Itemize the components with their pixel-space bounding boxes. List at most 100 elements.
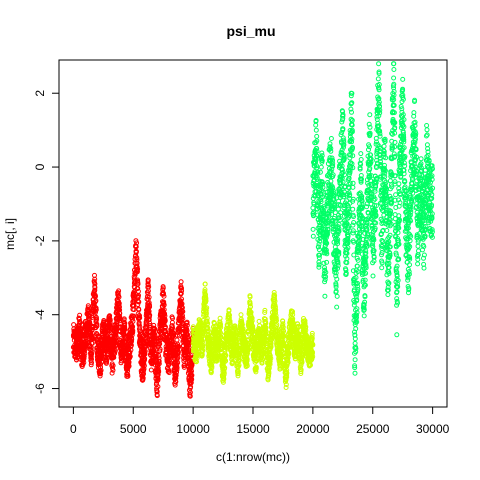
data-point (161, 290, 166, 296)
data-point (202, 287, 208, 293)
data-point (134, 240, 140, 246)
data-point (212, 321, 217, 326)
data-point (245, 347, 251, 353)
data-point (236, 358, 242, 364)
data-point (141, 363, 147, 369)
data-point (186, 347, 192, 353)
data-point (235, 373, 241, 379)
data-point (93, 305, 99, 311)
data-point (393, 192, 399, 198)
data-point (180, 316, 186, 321)
data-point (203, 298, 209, 304)
data-point (138, 338, 144, 344)
data-point (77, 312, 83, 318)
data-point (94, 323, 100, 329)
data-point (174, 367, 180, 373)
data-point (82, 351, 88, 357)
data-point (203, 308, 209, 314)
data-point (267, 358, 273, 364)
data-point (204, 305, 210, 311)
data-point (137, 328, 143, 334)
data-point (77, 320, 83, 325)
data-point (170, 325, 176, 331)
data-point (125, 373, 131, 379)
data-point (173, 379, 179, 385)
data-point (266, 371, 272, 376)
data-point (253, 364, 259, 370)
data-point (267, 361, 273, 367)
data-point (352, 370, 358, 376)
data-point (179, 288, 185, 294)
data-point (351, 252, 357, 258)
data-point (263, 329, 269, 335)
data-point (217, 315, 223, 321)
data-point (350, 180, 356, 186)
data-point (89, 351, 95, 357)
data-point (161, 293, 167, 299)
data-point (256, 318, 262, 324)
data-point (93, 293, 98, 299)
data-point (174, 365, 180, 371)
data-point (227, 321, 233, 327)
data-point (184, 322, 190, 328)
data-point (135, 266, 141, 272)
data-point (235, 371, 241, 376)
data-point (174, 337, 180, 343)
data-point (89, 340, 95, 346)
data-point (352, 357, 358, 363)
data-point (131, 313, 137, 319)
data-point (146, 294, 152, 300)
data-point (98, 364, 103, 370)
data-point (137, 315, 143, 321)
data-point (391, 75, 397, 81)
data-point (92, 287, 98, 293)
data-point (310, 226, 316, 232)
data-point (244, 363, 250, 369)
data-point (173, 372, 179, 378)
data-point (376, 61, 382, 67)
data-point (212, 324, 218, 330)
data-point (130, 329, 136, 335)
data-point (367, 112, 373, 118)
data-point (113, 334, 119, 340)
data-point (127, 354, 133, 359)
data-point (131, 307, 137, 313)
data-point (112, 348, 118, 353)
data-point (396, 213, 402, 219)
data-point (122, 326, 128, 332)
data-point (218, 331, 224, 337)
data-point (262, 310, 268, 315)
data-point (93, 307, 99, 313)
data-point (318, 164, 324, 170)
data-point (387, 178, 393, 184)
data-point (147, 304, 153, 310)
data-point (155, 384, 161, 390)
data-point (218, 334, 224, 340)
data-point (132, 285, 138, 291)
data-point (184, 319, 190, 325)
data-points (70, 61, 436, 399)
data-point (227, 312, 232, 318)
data-point (249, 318, 255, 324)
data-point (122, 320, 128, 326)
data-point (135, 302, 141, 307)
data-point (247, 294, 253, 300)
data-point (173, 375, 179, 381)
data-point (92, 281, 98, 287)
data-point (110, 363, 116, 369)
data-point (257, 329, 262, 335)
data-point (167, 358, 172, 364)
data-point (223, 358, 228, 364)
data-point (160, 285, 166, 291)
data-point (116, 304, 122, 310)
data-point (248, 309, 254, 315)
data-point (110, 367, 116, 373)
data-point (133, 249, 139, 255)
data-point (202, 281, 208, 287)
data-point (179, 285, 184, 291)
data-point (186, 353, 192, 359)
data-point (178, 290, 184, 296)
data-point (361, 313, 367, 319)
series-2 (190, 281, 316, 390)
